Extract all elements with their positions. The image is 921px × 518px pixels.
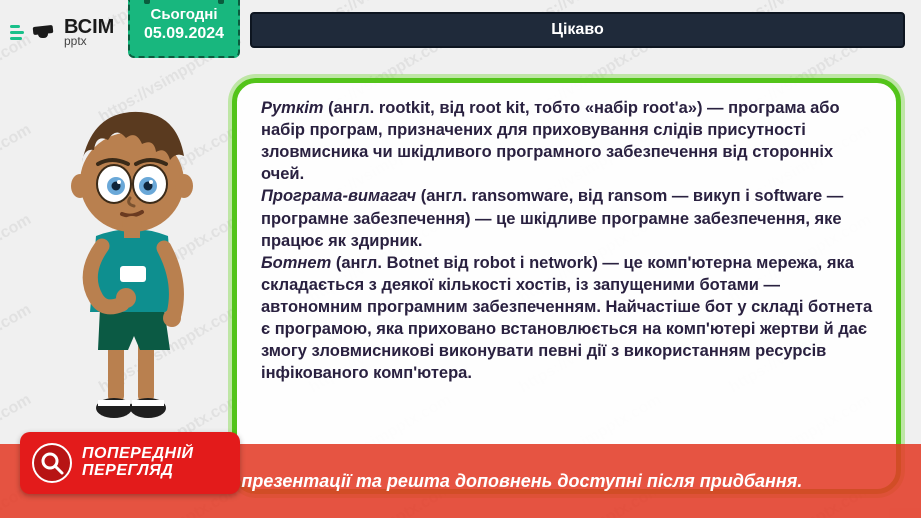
preview-line1: ПОПЕРЕДНІЙ [82,446,194,463]
body-botnet: (англ. Botnet від robot і network) — це … [261,254,872,383]
term-ransomware: Програма-вимагач [261,187,416,205]
date-line2: 05.09.2024 [130,25,238,43]
date-line1: Сьогодні [130,6,238,23]
term-botnet: Ботнет [261,254,331,272]
preview-badge: ПОПЕРЕДНІЙ ПЕРЕГЛЯД [20,432,240,494]
paragraph-rootkit: Руткіт (англ. rootkit, від root kit, тоб… [261,97,874,185]
brand-logo: ВСІМ pptx [10,18,114,47]
graduation-cap-icon [30,24,56,40]
paragraph-botnet: Ботнет (англ. Botnet від robot і network… [261,252,874,385]
date-badge: Сьогодні 05.09.2024 [128,0,240,58]
body-rootkit: (англ. rootkit, від root kit, тобто «наб… [261,99,840,183]
slide-header: Цікаво [250,12,905,48]
character-boy [36,90,226,430]
preview-line2: ПЕРЕГЛЯД [82,463,194,480]
magnifier-icon [32,443,72,483]
term-rootkit: Руткіт [261,99,323,117]
paragraph-ransomware: Програма-вимагач (англ. ransomware, від … [261,185,874,251]
slide-header-title: Цікаво [551,21,603,39]
content-card: Руткіт (англ. rootkit, від root kit, тоб… [232,78,901,494]
